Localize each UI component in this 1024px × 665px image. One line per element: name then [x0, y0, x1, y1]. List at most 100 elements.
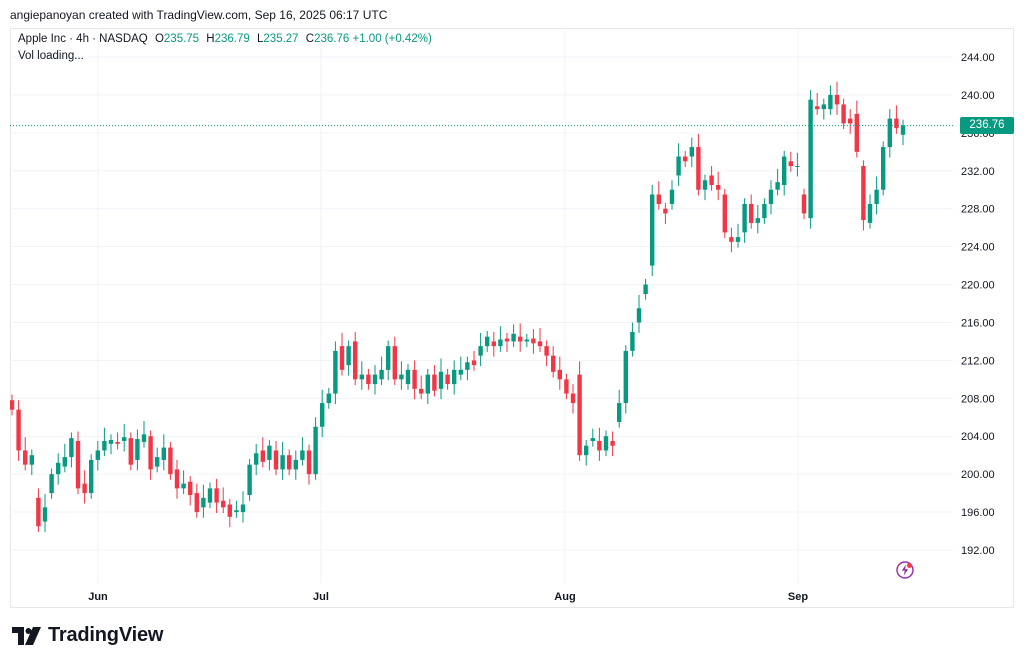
candle-body	[557, 369, 562, 380]
candle	[504, 332, 510, 352]
candle-body	[485, 336, 490, 347]
candle-body	[630, 331, 635, 351]
candle	[623, 345, 628, 414]
candle-body	[432, 374, 437, 391]
candle	[570, 384, 576, 414]
candle	[458, 356, 463, 381]
candle	[650, 184, 655, 277]
lightning-bolt-icon[interactable]	[896, 561, 914, 579]
candle	[425, 368, 430, 404]
candle	[841, 98, 846, 130]
candle-body	[69, 438, 74, 458]
symbol-title[interactable]: Apple Inc · 4h · NASDAQ	[18, 33, 148, 45]
candle	[755, 204, 760, 234]
candle	[518, 323, 523, 352]
x-tick-label: Aug	[554, 591, 575, 603]
candle	[478, 332, 483, 367]
candle-body	[89, 459, 94, 494]
candle-body	[762, 203, 767, 219]
candle	[122, 423, 127, 452]
candle	[155, 447, 160, 473]
candle-body	[392, 346, 397, 380]
footer-brand[interactable]: TradingView	[12, 624, 163, 647]
top-bar: angiepanoyan created with TradingView.co…	[0, 0, 1024, 27]
candle	[306, 444, 312, 485]
candle	[749, 194, 754, 229]
candle-body	[102, 440, 107, 451]
candle	[10, 394, 15, 416]
candle	[636, 294, 642, 333]
candle	[392, 336, 397, 386]
candle	[353, 331, 358, 386]
candle-body	[808, 99, 813, 219]
candle	[280, 441, 285, 480]
candle	[366, 368, 371, 390]
candle-body	[834, 94, 840, 105]
candle	[320, 389, 325, 438]
candle	[729, 227, 734, 253]
candle-body	[775, 182, 780, 190]
candle	[273, 440, 279, 476]
candle-body	[267, 445, 272, 460]
candle	[419, 375, 424, 400]
candle	[894, 105, 899, 134]
candle	[808, 90, 813, 229]
candle	[300, 437, 305, 466]
candle	[590, 428, 595, 447]
candle	[267, 440, 272, 471]
candle	[56, 453, 61, 485]
candle-body	[570, 393, 576, 404]
candle-body	[828, 94, 833, 110]
candle-body	[273, 450, 279, 470]
tradingview-logo-icon	[12, 626, 41, 645]
candle	[49, 468, 54, 499]
candle	[82, 470, 87, 504]
candle	[339, 332, 345, 376]
candle	[557, 356, 562, 390]
candle	[115, 432, 120, 450]
candle-body	[491, 341, 496, 347]
candle	[577, 361, 582, 461]
candle	[656, 181, 661, 210]
price-chart[interactable]: 244.00240.00236.00232.00228.00224.00220.…	[10, 28, 1014, 608]
candle-body	[848, 118, 853, 124]
candle	[207, 482, 213, 509]
candle	[537, 328, 543, 352]
candle	[775, 168, 780, 196]
candle	[108, 434, 114, 455]
candle-body	[194, 493, 199, 513]
candle-body	[478, 346, 483, 356]
candle-body	[610, 440, 615, 446]
candle	[438, 358, 444, 400]
candle-body	[742, 203, 747, 233]
candle-body	[155, 457, 160, 467]
candle	[188, 476, 193, 506]
candle	[326, 387, 331, 409]
candle	[801, 188, 807, 220]
candle	[313, 417, 318, 480]
candle	[867, 194, 873, 229]
candle-body	[577, 374, 582, 456]
candle-body	[399, 374, 404, 380]
candle-body	[254, 453, 259, 465]
candle	[287, 449, 292, 476]
candle-body	[458, 369, 463, 375]
candle-body	[300, 450, 305, 460]
candle-body	[768, 189, 774, 204]
candle-body	[326, 393, 331, 404]
candle-body	[689, 147, 694, 157]
candle	[491, 331, 496, 357]
last-price-tag: 236.76	[960, 117, 1014, 134]
candle-body	[709, 175, 714, 185]
candle-body	[188, 481, 193, 496]
candle	[174, 459, 180, 499]
candle-body	[240, 504, 246, 513]
candle	[795, 152, 800, 177]
candle-body	[465, 362, 470, 370]
candle-body	[702, 180, 708, 190]
candle	[23, 437, 28, 471]
candle-body	[313, 426, 318, 475]
candle	[551, 346, 556, 378]
candle-body	[115, 441, 120, 444]
candle	[161, 434, 166, 471]
